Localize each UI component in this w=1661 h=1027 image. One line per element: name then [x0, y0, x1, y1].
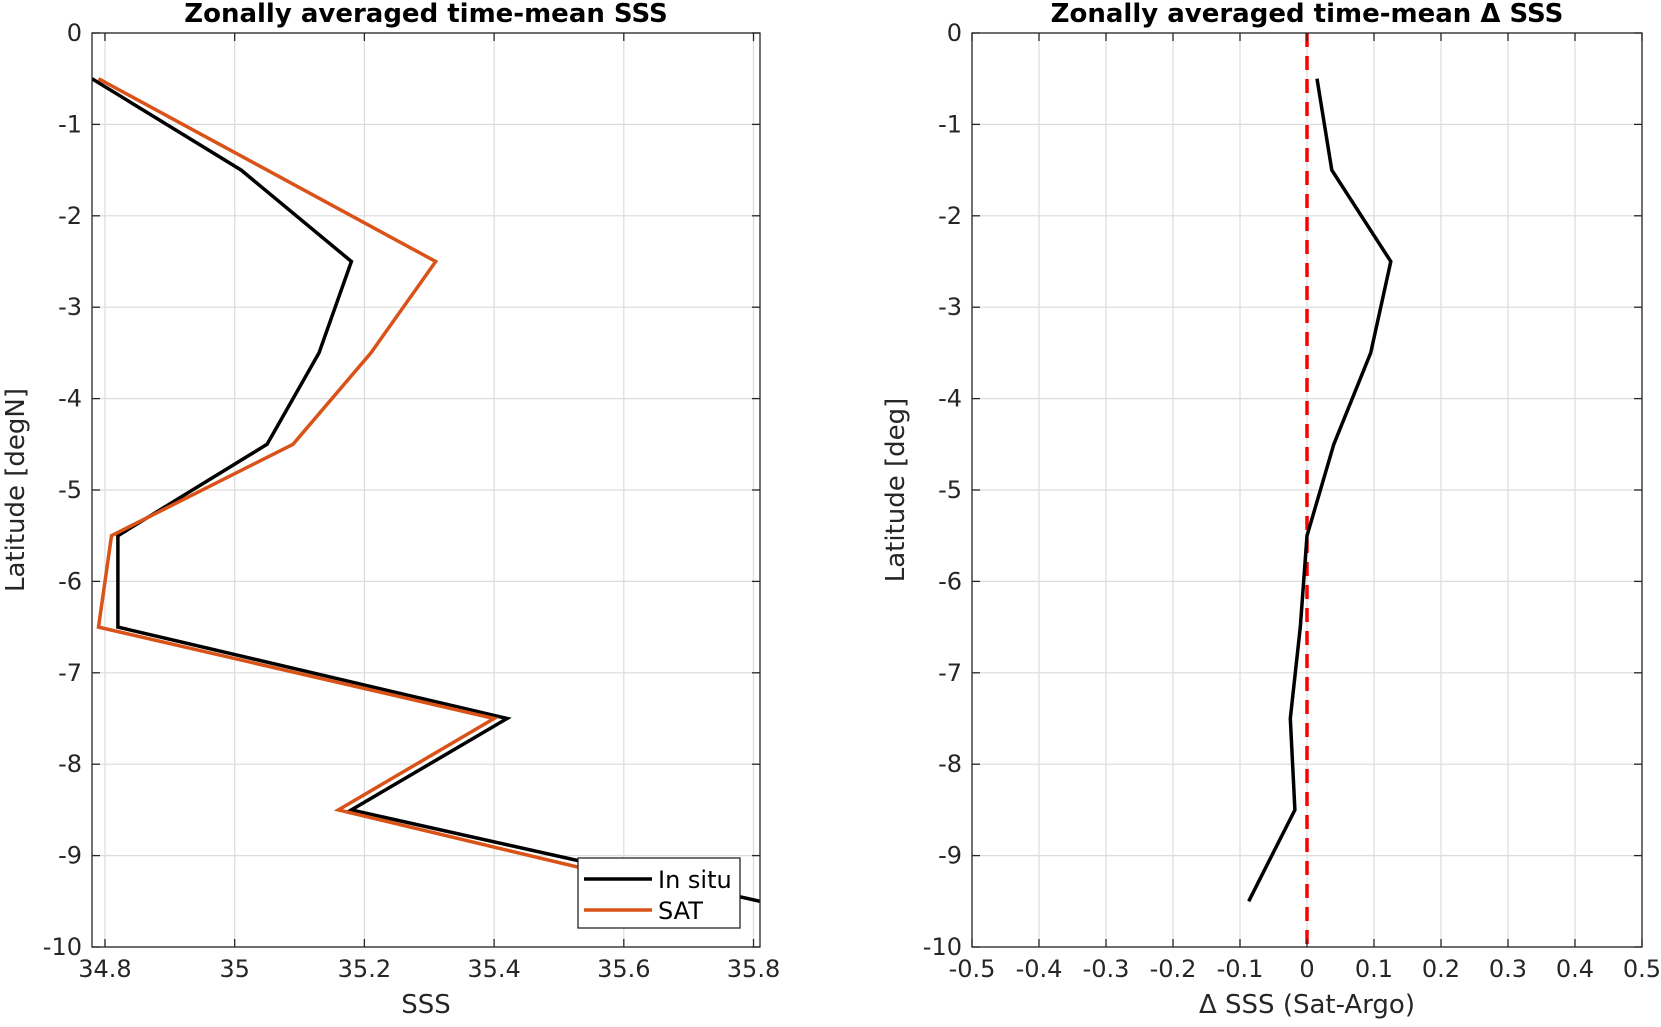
delta-sss-y-tick-label: -1: [938, 110, 962, 138]
delta-sss-y-tick-label: -8: [938, 750, 962, 778]
sss-x-tick-label: 35.4: [467, 955, 520, 983]
sss-y-tick-label: -8: [58, 750, 82, 778]
delta-sss-panel: -0.5 -0.4 -0.3 -0.2 -0.1 0 0.1 0.2 0.3 0.4 0.5 0 -1 -…: [881, 0, 1661, 1020]
delta-sss-x-tick-label: 0.5: [1623, 955, 1661, 983]
sss-y-tick-label: -2: [58, 202, 82, 230]
delta-sss-y-tick-label: -4: [938, 385, 962, 413]
sss-ticks: 34.8 35 35.2 35.4 35.6 35.8 0 -1 -2 -3 -4 -5 -6 -7 -8 -…: [43, 19, 780, 983]
sss-y-tick-label: -10: [43, 933, 82, 961]
delta-sss-x-tick-label: 0.3: [1489, 955, 1527, 983]
delta-sss-y-axis-title: Latitude [deg]: [881, 398, 911, 583]
delta-sss-x-tick-label: 0.2: [1422, 955, 1460, 983]
delta-sss-y-tick-label: -9: [938, 842, 962, 870]
delta-sss-x-tick-label: -0.4: [1016, 955, 1063, 983]
sss-y-tick-label: -5: [58, 476, 82, 504]
sss-y-tick-label: -3: [58, 293, 82, 321]
delta-sss-x-tick-label: 0: [1299, 955, 1314, 983]
sss-series-sat-line: [96, 77, 722, 904]
sss-x-tick-label: 34.8: [78, 955, 131, 983]
sss-x-tick-label: 35.8: [727, 955, 780, 983]
delta-sss-x-tick-label: 0.1: [1355, 955, 1393, 983]
delta-sss-ticks: -0.5 -0.4 -0.3 -0.2 -0.1 0 0.1 0.2 0.3 0.4 0.5 0 -1 -…: [923, 19, 1661, 983]
delta-sss-y-tick-label: 0: [947, 19, 962, 47]
delta-sss-x-tick-label: -0.2: [1150, 955, 1197, 983]
legend-box: [577, 857, 741, 929]
legend-in-situ-label: In situ: [658, 866, 732, 894]
sss-y-tick-label: -6: [58, 567, 82, 595]
delta-sss-y-tick-label: -10: [923, 933, 962, 961]
delta-sss-x-tick-label: -0.5: [949, 955, 996, 983]
sss-y-axis-title: Latitude [degN]: [1, 388, 31, 592]
sss-series-in-situ-line: [92, 77, 760, 904]
legend-sat-label: SAT: [658, 897, 703, 925]
sss-y-tick-label: -7: [58, 659, 82, 687]
sss-y-tick-label: -4: [58, 385, 82, 413]
delta-sss-x-tick-label: 0.4: [1556, 955, 1594, 983]
sss-x-axis-title: SSS: [401, 990, 451, 1020]
delta-sss-series-difference-line: [1247, 78, 1393, 903]
delta-sss-x-tick-label: -0.1: [1217, 955, 1264, 983]
delta-sss-y-tick-label: -6: [938, 567, 962, 595]
delta-sss-series: [1247, 33, 1393, 947]
delta-sss-x-axis-title: Δ SSS (Sat-Argo): [1199, 990, 1415, 1020]
sss-series: [92, 77, 760, 904]
delta-sss-x-tick-label: -0.3: [1083, 955, 1130, 983]
sss-x-tick-label: 35: [219, 955, 250, 983]
sss-x-tick-label: 35.6: [597, 955, 650, 983]
sss-panel: 34.8 35 35.2 35.4 35.6 35.8 0 -1 -2 -3 -4 -5 -6 -7 -8 -…: [1, 0, 780, 1020]
delta-sss-y-tick-label: -5: [938, 476, 962, 504]
sss-legend: In situ SAT: [577, 857, 741, 929]
sss-y-tick-label: -1: [58, 110, 82, 138]
sss-y-tick-label: -9: [58, 842, 82, 870]
delta-sss-y-tick-label: -2: [938, 202, 962, 230]
sss-chart-title: Zonally averaged time-mean SSS: [184, 0, 668, 29]
delta-sss-chart-title: Zonally averaged time-mean Δ SSS: [1051, 0, 1564, 29]
sss-x-tick-label: 35.2: [338, 955, 391, 983]
delta-sss-y-tick-label: -3: [938, 293, 962, 321]
delta-sss-y-tick-label: -7: [938, 659, 962, 687]
sss-y-tick-label: 0: [67, 19, 82, 47]
